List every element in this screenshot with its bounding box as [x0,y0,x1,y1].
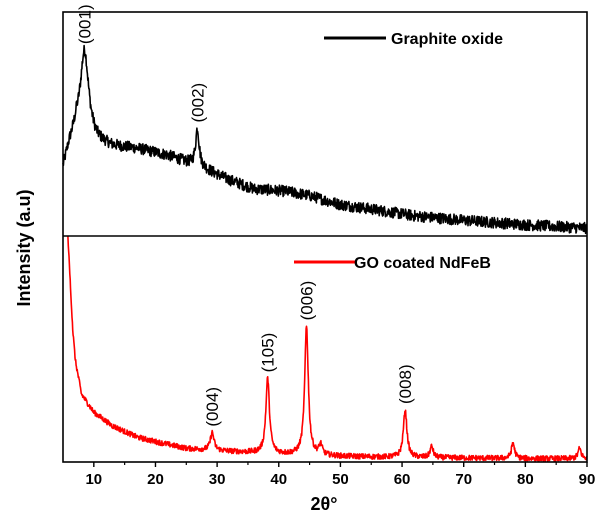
peak-label: (004) [203,387,222,427]
series-line-graphite-oxide [62,44,588,235]
peak-label: (105) [259,333,278,373]
y-axis-title: Intensity (a.u) [14,189,34,306]
plot-layer [62,44,588,463]
x-axis-title: 2θ° [311,494,338,514]
legend-label: Graphite oxide [391,31,503,48]
x-tick-label: 20 [147,471,164,488]
peak-label: (002) [188,83,207,123]
peak-labels: (001) (002) (004) (105) (006) (008) [76,4,416,426]
peak-label: (008) [396,364,415,404]
x-tick-label: 80 [517,471,534,488]
x-tick-label: 60 [394,471,411,488]
x-tick-label: 50 [332,471,349,488]
legend-label: GO coated NdFeB [354,255,491,272]
x-tick-label: 90 [579,471,596,488]
peak-label: (001) [76,4,95,44]
plot-frame [62,11,588,463]
x-tick-label: 70 [455,471,472,488]
series-line-go-coated-ndfeb [67,235,588,463]
axes-box [62,11,588,463]
legends: Graphite oxide GO coated NdFeB [294,31,503,272]
peak-label: (006) [298,281,317,321]
x-tick-label: 10 [85,471,102,488]
x-axis-ticks: 10 20 30 40 50 60 70 80 90 [85,462,595,488]
x-tick-label: 40 [270,471,287,488]
x-tick-label: 30 [209,471,226,488]
